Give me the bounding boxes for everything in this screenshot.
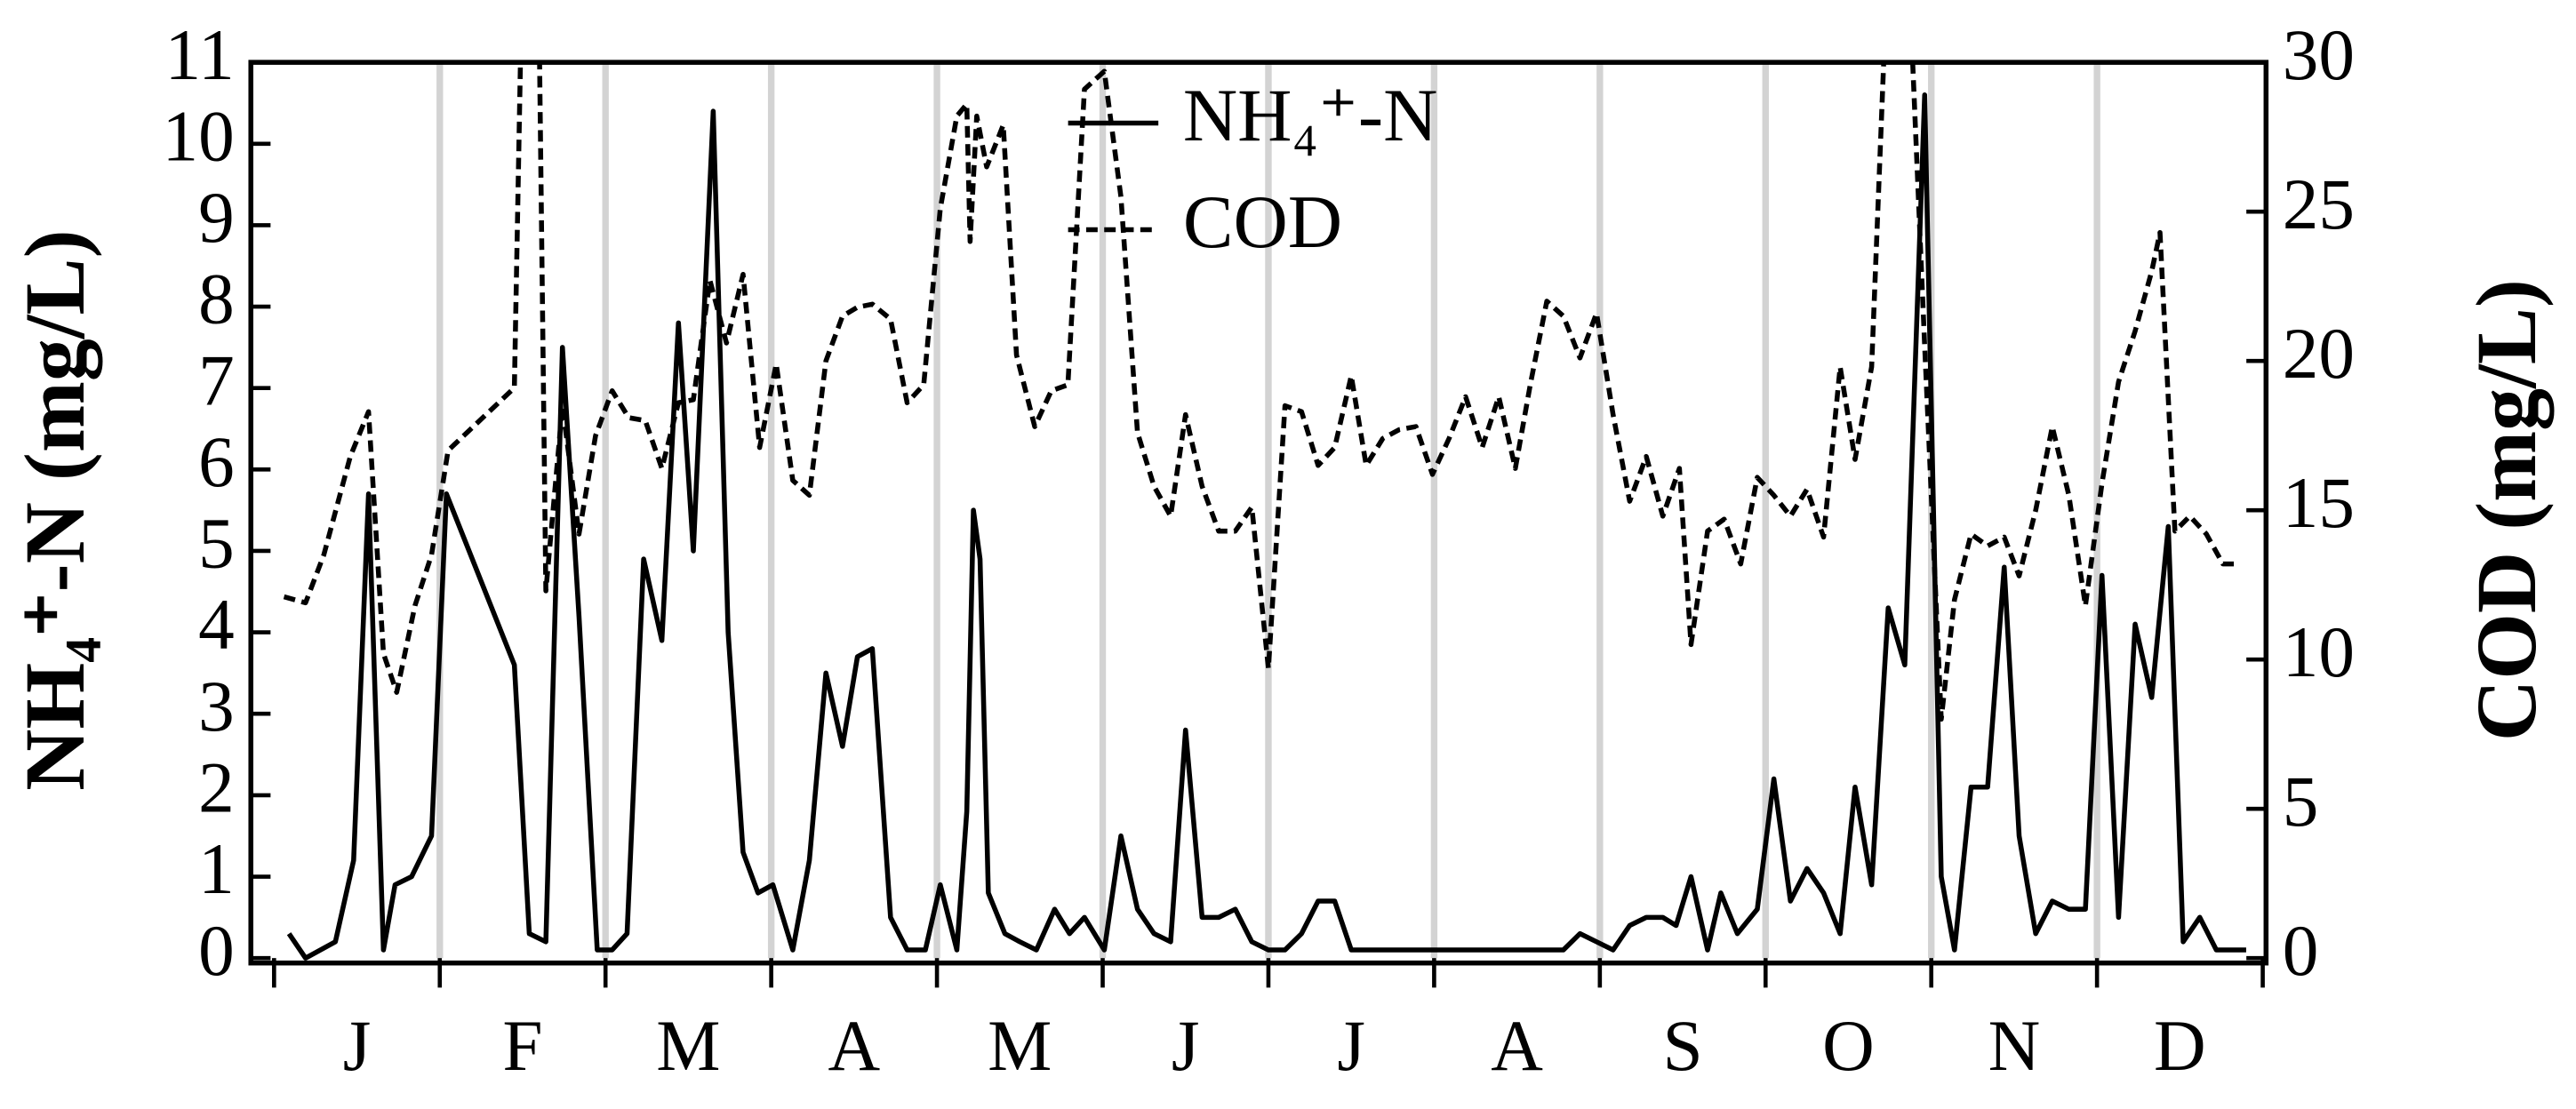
y2-tick-label: 15: [2283, 463, 2355, 543]
y-tick-label: 6: [198, 422, 235, 502]
x-tick-label: O: [1822, 1006, 1875, 1086]
x-tick-label: M: [656, 1006, 720, 1086]
legend-label: COD: [1183, 180, 1342, 264]
y-tick-label: 9: [198, 178, 235, 258]
y2-tick-label: 10: [2283, 612, 2355, 692]
x-tick-label: D: [2154, 1006, 2206, 1086]
y-tick-label: 5: [198, 504, 235, 584]
y2-tick-label: 25: [2283, 164, 2355, 244]
y-tick-label: 11: [165, 15, 235, 95]
x-tick-label: N: [1988, 1006, 2041, 1086]
y2-tick-label: 30: [2283, 15, 2355, 95]
x-tick-label: F: [502, 1006, 542, 1086]
y-tick-label: 3: [198, 666, 235, 746]
x-tick-label: J: [1172, 1006, 1200, 1086]
y-tick-label: 2: [198, 748, 235, 828]
y2-tick-label: 20: [2283, 314, 2355, 394]
x-tick-label: M: [988, 1006, 1052, 1086]
plot-frame: [248, 60, 2269, 966]
y2-axis-label: COD (mg/L): [2459, 279, 2554, 741]
y-tick-label: 7: [198, 340, 235, 420]
y-tick-label: 4: [198, 585, 235, 665]
series-line: [286, 92, 2246, 961]
y-axis-label: NH₄⁺-N (mg/L): [7, 229, 102, 790]
y-tick-label: 1: [198, 829, 235, 909]
series-line: [283, 62, 2240, 722]
legend-label: NH₄⁺-N: [1183, 74, 1438, 157]
x-tick-label: A: [1491, 1006, 1543, 1086]
y-tick-label: 8: [198, 259, 235, 339]
y-tick-label: 10: [163, 96, 235, 176]
y2-tick-label: 5: [2283, 762, 2319, 842]
x-tick-label: S: [1662, 1006, 1702, 1086]
x-tick-label: J: [1337, 1006, 1365, 1086]
y-tick-label: 0: [198, 911, 235, 991]
x-tick-label: A: [828, 1006, 881, 1086]
y2-tick-label: 0: [2283, 911, 2319, 991]
x-tick-label: J: [343, 1006, 372, 1086]
